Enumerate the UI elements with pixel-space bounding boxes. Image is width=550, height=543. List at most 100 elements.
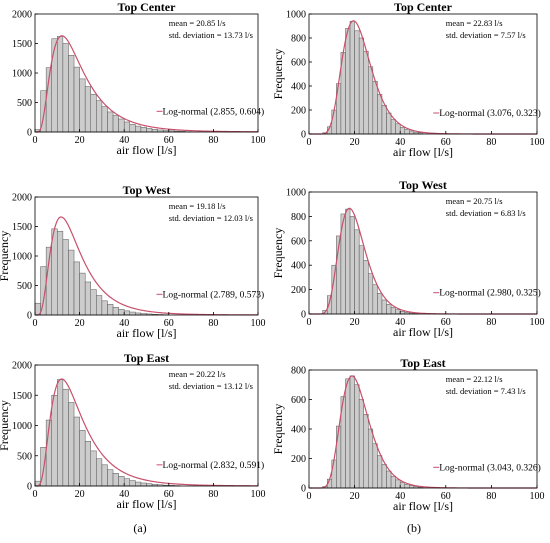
x-tick-label: 40 bbox=[395, 491, 405, 502]
histogram-bar bbox=[107, 304, 114, 316]
x-tick-label: 80 bbox=[208, 489, 218, 500]
y-tick-label: 800 bbox=[291, 34, 306, 45]
x-tick-label: 40 bbox=[395, 137, 405, 148]
y-tick-label: 800 bbox=[291, 212, 306, 223]
x-axis-label: air flow [l/s] bbox=[117, 497, 177, 511]
x-tick-label: 0 bbox=[33, 489, 38, 500]
histogram-bar bbox=[129, 480, 136, 487]
histogram-bar bbox=[123, 310, 131, 316]
chart-title: Top East bbox=[124, 351, 169, 365]
histogram-bar bbox=[51, 395, 58, 487]
histogram-bar bbox=[73, 261, 80, 316]
x-tick-label: 80 bbox=[208, 318, 218, 329]
histogram-bar bbox=[368, 273, 374, 315]
histogram-bar bbox=[79, 272, 86, 316]
x-tick-label: 80 bbox=[486, 317, 496, 328]
histogram-bar bbox=[399, 311, 406, 315]
x-tick-label: 100 bbox=[251, 135, 266, 146]
x-tick-label: 100 bbox=[530, 491, 545, 502]
histogram-bar bbox=[331, 459, 337, 489]
bars-top-center-a bbox=[34, 36, 192, 133]
y-tick-label: 1000 bbox=[12, 421, 32, 432]
histogram-bar bbox=[123, 121, 131, 133]
legend-label: Log-normal (2.789, 0.573) bbox=[163, 289, 265, 300]
x-tick-label: 20 bbox=[75, 135, 85, 146]
histogram-bar bbox=[90, 93, 97, 133]
histogram-bar bbox=[404, 484, 410, 489]
x-tick-label: 40 bbox=[119, 135, 129, 146]
histogram-bar bbox=[96, 295, 103, 316]
histogram-bar bbox=[118, 118, 125, 133]
histogram-bar bbox=[90, 289, 97, 316]
histogram-bar bbox=[368, 428, 374, 489]
x-axis-label: air flow [l/s] bbox=[393, 499, 453, 513]
y-tick-label: 400 bbox=[291, 425, 306, 436]
histogram-bar bbox=[84, 440, 92, 487]
y-tick-label: 0 bbox=[301, 130, 306, 141]
histogram-bar bbox=[112, 307, 119, 316]
histogram-bar bbox=[62, 43, 69, 133]
stats-annotation: mean = 20.75 l/s bbox=[446, 196, 503, 206]
histogram-bar bbox=[381, 299, 387, 315]
x-tick-label: 60 bbox=[164, 135, 174, 146]
y-tick-label: 1500 bbox=[12, 222, 32, 233]
y-axis-label: Frequency bbox=[271, 228, 285, 279]
histogram-bar bbox=[381, 464, 387, 489]
x-axis-label: air flow [l/s] bbox=[393, 145, 453, 159]
histogram-bar bbox=[377, 94, 383, 135]
y-tick-label: 400 bbox=[291, 261, 306, 272]
y-tick-label: 1000 bbox=[12, 252, 32, 263]
y-tick-label: 0 bbox=[27, 482, 32, 493]
histogram-bar bbox=[390, 475, 396, 489]
y-tick-label: 800 bbox=[291, 366, 306, 377]
histogram-bar bbox=[112, 115, 119, 133]
x-axis-label: air flow [l/s] bbox=[393, 325, 453, 339]
y-tick-label: 1000 bbox=[12, 69, 32, 80]
legend-label: Log-normal (2.832, 0.591) bbox=[163, 460, 265, 471]
histogram-bar bbox=[129, 311, 136, 316]
x-tick-label: 0 bbox=[307, 137, 312, 148]
lognormal-fit-line bbox=[36, 378, 258, 487]
histogram-bar bbox=[101, 300, 108, 316]
histogram-bar bbox=[90, 450, 97, 487]
y-tick-label: 400 bbox=[291, 82, 306, 93]
histogram-bar bbox=[372, 443, 378, 489]
histogram-bar bbox=[358, 37, 364, 135]
histogram-bar bbox=[57, 230, 64, 316]
histogram-bar bbox=[354, 384, 360, 489]
histogram-bar bbox=[354, 229, 360, 315]
y-tick-label: 2000 bbox=[12, 361, 32, 372]
histogram-bar bbox=[68, 402, 75, 487]
x-tick-label: 80 bbox=[486, 491, 496, 502]
stats-annotation: std. deviation = 6.83 l/s bbox=[446, 208, 526, 218]
stats-annotation: std. deviation = 7.57 l/s bbox=[446, 30, 526, 40]
histogram-bar bbox=[381, 104, 387, 135]
stats-annotation: mean = 22.83 l/s bbox=[446, 18, 503, 28]
histogram-bar bbox=[395, 309, 401, 315]
histogram-bar bbox=[62, 239, 69, 316]
histogram-bar bbox=[345, 28, 351, 135]
histogram-bar bbox=[73, 66, 80, 133]
histogram-bar bbox=[84, 86, 92, 133]
histogram-bar bbox=[51, 38, 58, 133]
x-tick-label: 60 bbox=[164, 318, 174, 329]
y-tick-label: 200 bbox=[291, 285, 306, 296]
y-tick-label: 600 bbox=[291, 58, 306, 69]
histogram-bar bbox=[358, 399, 364, 489]
y-tick-label: 500 bbox=[17, 451, 32, 462]
x-tick-label: 0 bbox=[307, 491, 312, 502]
y-tick-label: 1000 bbox=[286, 10, 306, 21]
axes-frame bbox=[308, 13, 538, 135]
stats-annotation: mean = 22.12 l/s bbox=[446, 374, 503, 384]
chart-title: Top East bbox=[400, 356, 445, 370]
stats-annotation: std. deviation = 13.73 l/s bbox=[169, 30, 253, 40]
y-tick-label: 0 bbox=[301, 310, 306, 321]
histogram-bar bbox=[129, 124, 136, 133]
x-axis-label: air flow [l/s] bbox=[117, 326, 177, 340]
histogram-bar bbox=[51, 228, 58, 316]
panel-label-b: (b) bbox=[407, 521, 421, 535]
stats-annotation: mean = 19.18 l/s bbox=[169, 201, 226, 211]
histogram-bar bbox=[336, 425, 342, 489]
y-tick-label: 200 bbox=[291, 454, 306, 465]
